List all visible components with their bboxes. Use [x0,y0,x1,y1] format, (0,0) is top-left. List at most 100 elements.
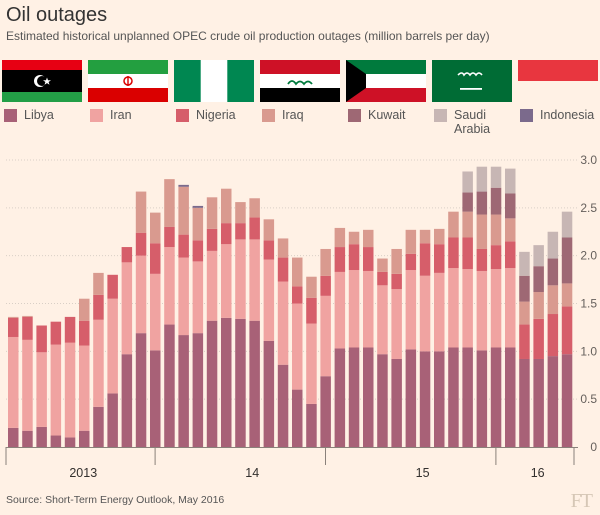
kuwait-flag [346,60,426,102]
bar-segment-iraq [221,188,232,224]
bar-segment-iran [178,257,189,336]
bar-segment-nigeria [533,318,544,359]
bar-segment-libya [249,320,260,447]
bar-segment-saudi-arabia [462,171,473,193]
bar-segment-nigeria [164,226,175,248]
bar-segment-saudi-arabia [476,166,488,192]
bar-segment-libya [419,351,431,447]
legend-label: Iraq [282,108,304,122]
bar-segment-iran [206,250,218,321]
iran-flag [88,60,168,102]
legend-label: Kuwait [368,108,406,122]
y-tick-label: 1.5 [580,297,597,311]
ft-logo: FT [570,490,593,512]
bar-segment-iraq [178,186,189,235]
bar-segment-nigeria [206,228,218,251]
bar-segment-nigeria [50,321,62,345]
bar-segment-saudi-arabia [490,166,502,188]
bar-segment-libya [50,435,62,447]
bar-segment-saudi-arabia [561,211,573,238]
bar-segment-iraq [150,212,161,244]
bar-segment-libya [107,393,118,447]
bar-segment-iraq [8,316,19,318]
bar-segment-libya [292,389,303,447]
bar-segment-iraq [192,207,204,241]
bar-segment-nigeria [462,237,473,270]
bar-segment-iran [292,303,303,390]
bar-segment-iran [22,339,33,431]
bar-segment-libya [306,403,317,447]
y-tick-label: 0 [590,440,597,454]
bar-segment-nigeria [320,275,331,296]
bar-segment-iran [249,239,260,321]
bar-segment-iran [192,261,204,334]
bar-segment-kuwait [490,187,502,215]
bar-segment-nigeria [192,240,204,262]
legend-swatch [90,109,103,122]
legend-swatch [4,109,17,122]
bar-segment-iran [490,269,502,348]
bar-segment-iran [79,345,90,431]
bar-segment-libya [334,348,346,447]
bar-segment-iran [93,319,104,407]
bar-segment-libya [476,350,488,447]
bar-segment-nigeria [36,325,47,353]
saudi-arabia-flag [432,60,512,102]
bar-segment-kuwait [505,193,516,219]
bar-segment-iraq [547,285,559,315]
bar-segment-nigeria [93,294,104,320]
bar-segment-nigeria [79,320,90,346]
bar-segment-iran [50,344,62,436]
bar-segment-iraq [519,301,530,325]
bar-segment-iran [320,295,331,377]
y-tick-label: 3.0 [580,153,597,167]
bar-segment-iraq [249,198,260,218]
bar-segment-nigeria [348,244,360,271]
bar-segment-iran [8,336,19,428]
bar-segment-iraq [490,214,502,246]
bar-segment-iraq [505,218,516,242]
bar-segment-libya [206,320,218,447]
bar-segment-indonesia [192,205,204,208]
bar-segment-iraq [135,191,147,233]
bar-segment-iran [448,268,459,348]
bar-segment-nigeria [434,244,445,273]
legend-label: Nigeria [196,108,236,122]
legend-swatch [262,109,275,122]
bar-segment-iraq [22,315,33,317]
bar-segment-iran [391,289,402,359]
bar-segment-libya [235,318,246,447]
bar-segment-libya [221,317,232,447]
bar-segment-iran [263,259,275,341]
bar-segment-libya [8,427,19,447]
legend-label: Saudi Arabia [454,108,491,136]
bar-segment-iraq [334,227,346,248]
x-tick-label: 14 [245,466,259,480]
bar-segment-nigeria [221,223,232,245]
bar-segment-iran [348,270,360,348]
bar-segment-nigeria [505,241,516,269]
bar-segment-iraq [206,197,218,229]
bar-segment-iran [334,271,346,349]
bar-segment-nigeria [561,306,573,355]
legend-swatch [434,109,447,122]
bar-segment-libya [363,347,374,447]
bar-segment-nigeria [64,316,76,343]
bar-segment-iran [419,275,431,352]
bar-segment-iran [434,272,445,352]
bar-segment-iraq [448,211,459,238]
bar-segment-iran [476,270,488,351]
y-tick-label: 2.5 [580,201,597,215]
bar-segment-iraq [377,258,388,272]
bar-segment-libya [93,406,104,447]
bar-segment-nigeria [121,247,133,263]
bar-segment-iran [363,270,374,348]
bar-segment-iran [150,273,161,351]
bar-segment-nigeria [547,314,559,357]
bar-segment-iran [107,298,118,394]
bar-segment-nigeria [334,247,346,272]
bar-segment-iraq [277,238,289,258]
bar-segment-nigeria [405,253,417,271]
bar-segment-libya [36,426,47,447]
bar-segment-iran [377,285,388,355]
